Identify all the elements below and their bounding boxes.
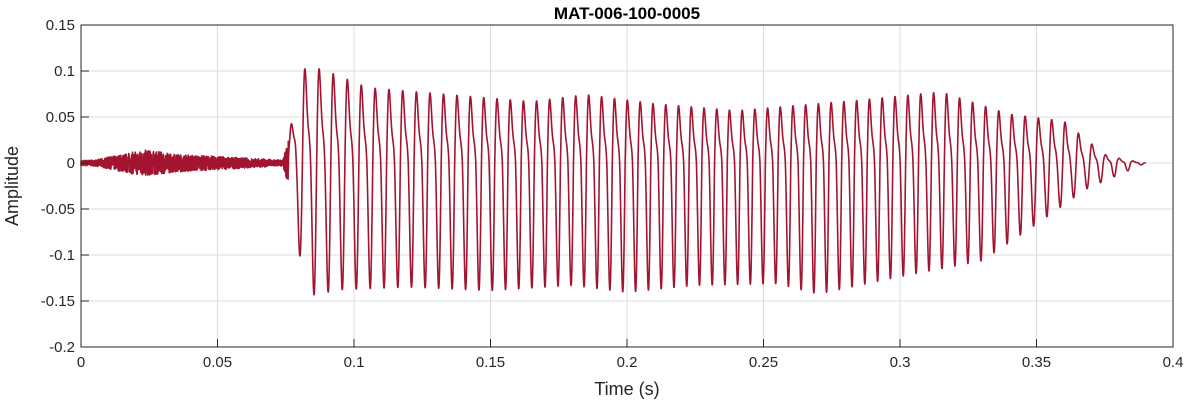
y-axis-label: Amplitude	[2, 146, 22, 226]
x-tick-label: 0.1	[344, 354, 365, 371]
y-tick-label: 0.15	[46, 17, 75, 34]
y-tick-label: -0.05	[41, 201, 75, 218]
signal-line	[80, 68, 1147, 296]
x-tick-label: 0.2	[617, 354, 638, 371]
y-tick-label: -0.2	[49, 339, 75, 356]
y-tick-label: 0.05	[46, 109, 75, 126]
x-tick-label: 0.05	[203, 354, 232, 371]
x-tick-label: 0.15	[476, 354, 505, 371]
y-tick-label: -0.15	[41, 293, 75, 310]
y-axis-ticks: 0.15 0.1 0.05 0 -0.05 -0.1 -0.15 -0.2	[41, 17, 89, 356]
chart-title: MAT-006-100-0005	[554, 4, 700, 23]
x-tick-label: 0.35	[1022, 354, 1051, 371]
x-axis-ticks: 0 0.05 0.1 0.15 0.2 0.25 0.3 0.35 0.4	[77, 339, 1184, 371]
x-tick-label: 0.3	[890, 354, 911, 371]
x-tick-label: 0.4	[1163, 354, 1184, 371]
x-axis-label: Time (s)	[594, 379, 659, 399]
y-tick-label: 0.1	[54, 63, 75, 80]
x-tick-label: 0.25	[749, 354, 778, 371]
y-tick-label: -0.1	[49, 247, 75, 264]
x-tick-label: 0	[77, 354, 85, 371]
y-tick-label: 0	[67, 155, 75, 172]
